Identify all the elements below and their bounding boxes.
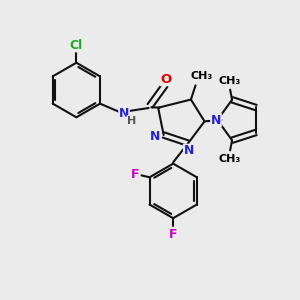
Text: CH₃: CH₃ <box>219 154 241 164</box>
Text: H: H <box>127 116 136 126</box>
Text: N: N <box>119 107 129 120</box>
Text: Cl: Cl <box>70 39 83 52</box>
Text: F: F <box>169 228 177 241</box>
Text: F: F <box>131 167 140 181</box>
Text: N: N <box>211 113 221 127</box>
Text: O: O <box>160 73 171 85</box>
Text: N: N <box>150 130 161 143</box>
Text: CH₃: CH₃ <box>191 71 213 81</box>
Text: N: N <box>184 144 194 157</box>
Text: CH₃: CH₃ <box>219 76 241 86</box>
